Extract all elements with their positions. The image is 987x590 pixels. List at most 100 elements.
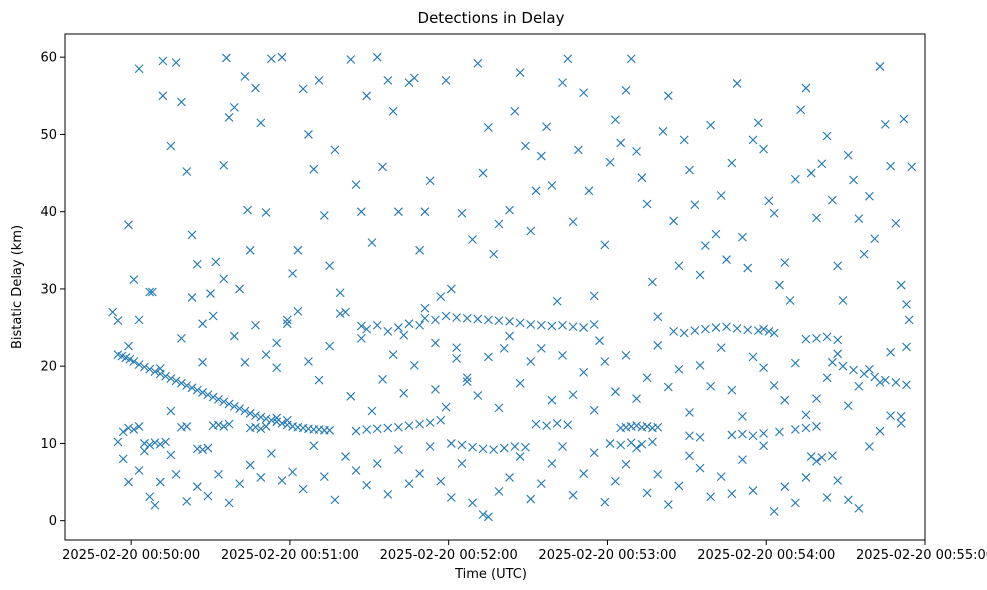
y-axis: 0 10 20 30 40 50 60: [40, 51, 65, 529]
data-point: [695, 463, 705, 473]
data-point: [833, 476, 843, 485]
data-point: [158, 91, 168, 101]
data-point: [468, 442, 477, 452]
data-point: [738, 232, 747, 242]
data-point: [838, 361, 848, 371]
data-point: [134, 315, 144, 325]
data-point: [812, 333, 821, 343]
data-point: [150, 438, 160, 448]
data-point: [330, 495, 340, 505]
data-point: [441, 75, 451, 85]
data-point: [494, 403, 504, 413]
data-point: [293, 245, 303, 255]
y-axis-label: Bistatic Delay (km): [10, 225, 25, 349]
data-point: [219, 422, 229, 431]
data-point: [769, 328, 779, 338]
data-point: [431, 384, 440, 394]
data-point: [880, 119, 890, 129]
data-point: [515, 68, 525, 78]
data-point: [113, 316, 123, 325]
data-point: [277, 476, 287, 485]
data-point: [415, 245, 424, 255]
data-point: [145, 440, 155, 450]
data-point: [568, 490, 578, 500]
data-point: [611, 387, 620, 397]
data-point: [653, 422, 663, 432]
data-point: [139, 362, 149, 372]
y-tick-label: 60: [40, 51, 57, 66]
data-point: [208, 311, 218, 321]
data-point: [198, 357, 207, 367]
data-point: [812, 456, 821, 466]
data-point: [605, 157, 615, 167]
data-point: [896, 418, 906, 428]
data-point: [388, 106, 398, 116]
data-point: [388, 350, 398, 359]
data-point: [489, 445, 499, 455]
data-point: [780, 258, 790, 268]
data-point: [129, 425, 139, 434]
x-tick-label: 2025-02-20 00:52:00: [380, 548, 518, 563]
data-point: [394, 207, 403, 217]
y-tick-label: 20: [40, 360, 57, 375]
data-point: [211, 257, 221, 267]
data-point: [145, 364, 155, 374]
data-point: [203, 491, 213, 501]
data-point: [896, 280, 906, 290]
data-point: [177, 97, 186, 107]
data-point: [468, 498, 477, 508]
data-point: [356, 321, 366, 331]
data-point: [171, 58, 181, 67]
data-point: [616, 440, 626, 450]
data-point: [256, 412, 266, 422]
chart-title: Detections in Delay: [418, 9, 565, 27]
data-point: [531, 186, 541, 196]
data-point: [642, 422, 652, 431]
x-tick-label: 2025-02-20 00:51:00: [221, 548, 359, 563]
data-point: [314, 75, 324, 85]
data-point: [632, 421, 641, 431]
data-point: [272, 413, 282, 423]
data-point: [827, 195, 837, 205]
data-point: [171, 376, 181, 386]
data-point: [113, 437, 123, 447]
data-point: [801, 410, 811, 420]
data-point: [118, 427, 128, 437]
y-tick-label: 0: [49, 514, 57, 529]
data-point: [886, 411, 895, 421]
data-point: [822, 332, 832, 342]
data-point: [738, 412, 747, 421]
data-point: [801, 473, 811, 482]
data-point: [399, 330, 409, 340]
data-point: [642, 373, 652, 383]
data-point: [277, 52, 287, 62]
data-point: [759, 144, 768, 154]
data-point: [473, 58, 483, 68]
data-point: [483, 352, 493, 362]
data-point: [415, 469, 424, 478]
data-point: [219, 160, 229, 170]
data-point: [155, 439, 165, 449]
data-point: [865, 364, 874, 374]
data-point: [589, 448, 599, 458]
data-point: [245, 460, 255, 470]
data-point: [515, 378, 525, 388]
data-point: [494, 486, 504, 496]
data-point: [711, 229, 721, 239]
data-point: [214, 420, 223, 430]
data-point: [245, 408, 255, 418]
data-point: [769, 381, 779, 390]
data-point: [473, 314, 483, 324]
data-point: [150, 500, 160, 510]
data-point: [769, 507, 779, 516]
data-point: [409, 73, 419, 83]
data-point: [341, 307, 350, 317]
data-point: [261, 422, 271, 431]
data-point: [182, 496, 192, 506]
data-point: [203, 443, 213, 453]
data-point: [198, 388, 207, 397]
data-point: [764, 196, 774, 206]
x-tick-label: 2025-02-20 00:50:00: [62, 548, 200, 563]
data-point: [155, 364, 165, 373]
data-point: [431, 315, 440, 325]
